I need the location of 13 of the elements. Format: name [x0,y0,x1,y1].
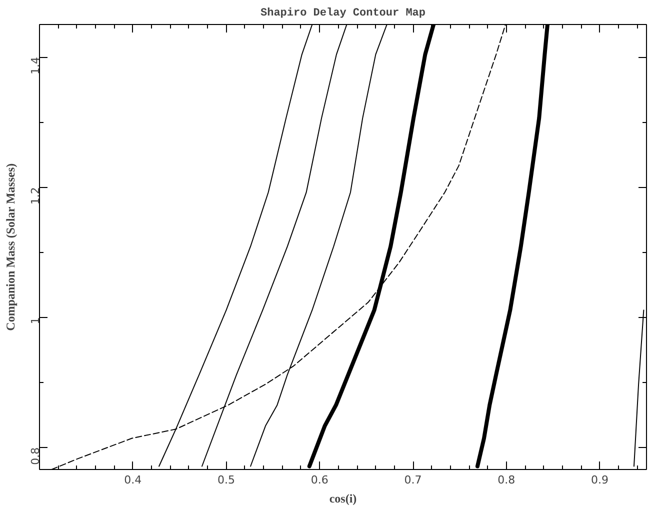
x-tick-label: 0.5 [218,474,236,486]
y-tick-label: 1.2 [29,187,42,205]
x-tick-label: 0.6 [310,474,328,486]
x-tick-label: 0.4 [124,474,142,486]
y-tick-label: 1 [29,317,42,324]
x-tick-label: 0.8 [498,474,516,486]
y-tick-label: 1.4 [29,57,42,75]
y-tick-label: 0.8 [29,447,42,465]
x-tick-label: 0.7 [404,474,422,486]
x-tick-label: 0.9 [591,474,609,486]
x-axis-title: cos(i) [329,492,357,506]
chart-title: Shapiro Delay Contour Map [260,8,426,20]
y-axis-title: Companion Mass (Solar Masses) [4,163,18,331]
